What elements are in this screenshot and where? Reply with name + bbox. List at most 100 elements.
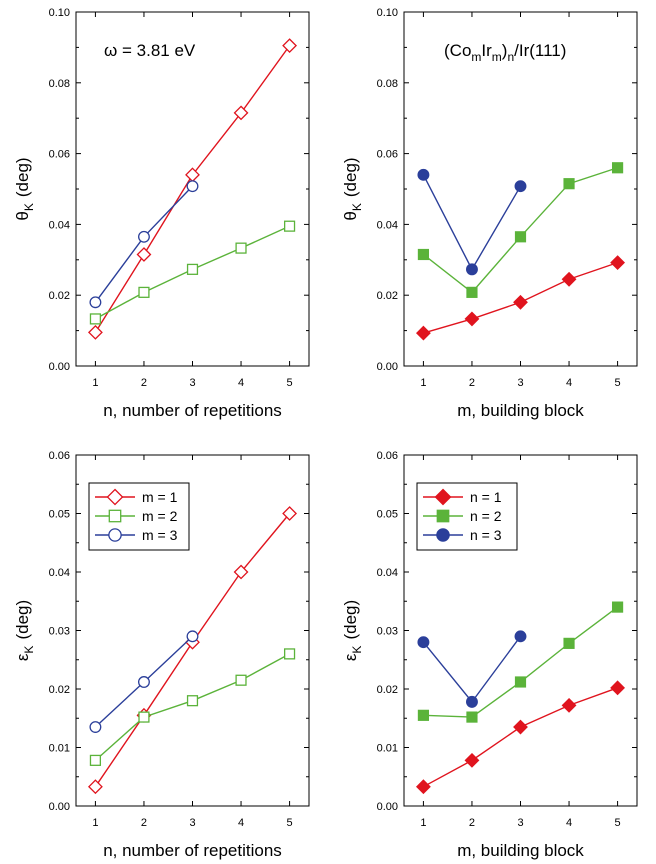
x-tick-label: 3 — [517, 817, 523, 829]
data-point — [464, 311, 480, 327]
y-tick-label: 0.01 — [377, 743, 398, 755]
data-point — [611, 601, 624, 613]
y-axis-subscript: K — [22, 646, 36, 654]
data-point — [415, 779, 431, 795]
data-point — [611, 162, 624, 174]
y-tick-label: 0.06 — [377, 149, 398, 161]
x-tick-label: 1 — [92, 377, 98, 389]
x-tick-label: 1 — [420, 817, 426, 829]
data-point — [186, 695, 199, 707]
data-point — [561, 697, 577, 713]
data-point — [417, 248, 430, 261]
y-tick-label: 0.06 — [49, 450, 70, 462]
y-axis-unit: (deg) — [341, 157, 360, 197]
y-axis-label: θK (deg) — [13, 157, 36, 220]
data-point — [87, 779, 103, 795]
y-tick-label: 0.03 — [49, 626, 70, 638]
y-axis-symbol: ε — [341, 653, 360, 661]
data-point — [87, 324, 103, 340]
legend-marker — [108, 509, 122, 523]
data-point — [464, 752, 480, 768]
data-point — [282, 506, 298, 521]
x-tick-label: 1 — [92, 817, 98, 829]
y-axis-label: θK (deg) — [341, 157, 364, 220]
legend-label: n = 2 — [470, 508, 502, 524]
x-tick-label: 5 — [287, 377, 293, 389]
x-tick-label: 4 — [566, 377, 572, 389]
series-line-n=3 — [422, 174, 522, 271]
y-tick-label: 0.06 — [377, 450, 398, 462]
y-tick-label: 0.10 — [49, 7, 70, 19]
y-tick-label: 0.01 — [49, 743, 70, 755]
y-axis-subscript: K — [22, 203, 36, 211]
data-point — [89, 754, 102, 766]
y-tick-label: 0.06 — [49, 149, 70, 161]
x-tick-label: 4 — [238, 817, 244, 829]
legend-label: m = 1 — [142, 489, 178, 505]
data-point — [514, 676, 527, 688]
y-tick-label: 0.00 — [377, 361, 398, 373]
y-tick-label: 0.08 — [377, 78, 398, 90]
x-tick-label: 4 — [566, 817, 572, 829]
y-tick-label: 0.02 — [377, 684, 398, 696]
x-tick-label: 3 — [189, 817, 195, 829]
data-point — [417, 636, 430, 649]
y-tick-label: 0.08 — [49, 78, 70, 90]
data-point — [136, 247, 152, 262]
legend-label: m = 3 — [142, 527, 178, 543]
x-axis-label: m, building block — [457, 401, 584, 420]
data-point — [417, 168, 430, 181]
y-tick-label: 0.10 — [377, 7, 398, 19]
legend-label: n = 1 — [470, 489, 502, 505]
x-tick-label: 3 — [189, 377, 195, 389]
data-point — [233, 105, 249, 121]
data-point — [185, 167, 200, 183]
data-point — [186, 630, 199, 643]
y-axis-symbol: ε — [13, 653, 32, 661]
data-point — [283, 648, 296, 660]
y-axis-unit: (deg) — [341, 600, 360, 640]
data-point — [513, 294, 528, 310]
legend-marker — [436, 509, 450, 523]
annotation-subscript: n — [507, 50, 514, 64]
annotation-subscript: m — [471, 50, 481, 64]
y-axis-label: εK (deg) — [13, 600, 36, 661]
data-point — [186, 263, 199, 275]
data-point — [610, 255, 626, 271]
y-tick-label: 0.02 — [377, 290, 398, 302]
series-line-m=3 — [94, 185, 194, 303]
legend-marker — [436, 528, 450, 542]
y-axis-subscript: K — [350, 203, 364, 211]
data-point — [415, 325, 431, 341]
y-tick-label: 0.00 — [49, 361, 70, 373]
x-tick-label: 2 — [469, 377, 475, 389]
legend-label: m = 2 — [142, 508, 178, 524]
data-point — [89, 721, 102, 733]
y-axis-symbol: θ — [341, 211, 360, 220]
y-axis-unit: (deg) — [13, 600, 32, 640]
y-tick-label: 0.04 — [377, 219, 398, 231]
x-tick-label: 3 — [517, 377, 523, 389]
data-point — [513, 719, 528, 735]
legend-marker — [108, 528, 122, 542]
y-tick-label: 0.00 — [377, 801, 398, 813]
y-tick-label: 0.02 — [49, 290, 70, 302]
series-line-n=1 — [423, 687, 618, 788]
data-point — [561, 271, 577, 287]
x-tick-label: 5 — [615, 377, 621, 389]
annotation: (ComIrm)n/Ir(111) — [444, 41, 566, 64]
chart-panel-c: 0.00 0.01 0.02 0.03 0.04 0.05 0.06 1 2 3 4 5 n, numb… — [13, 450, 310, 860]
data-point — [89, 296, 102, 309]
chart-panel-d: 0.00 0.01 0.02 0.03 0.04 0.05 0.06 1 2 3 4 5 m, buil… — [341, 450, 638, 860]
y-tick-label: 0.04 — [377, 567, 398, 579]
data-point — [186, 180, 199, 193]
x-tick-label: 5 — [287, 817, 293, 829]
x-axis-label: n, number of repetitions — [103, 841, 282, 860]
data-point — [235, 674, 247, 686]
annotation-part: Ir — [481, 41, 492, 60]
y-tick-label: 0.04 — [49, 567, 70, 579]
data-point — [466, 695, 478, 708]
data-point — [563, 178, 575, 190]
annotation-subscript: m — [492, 50, 502, 64]
